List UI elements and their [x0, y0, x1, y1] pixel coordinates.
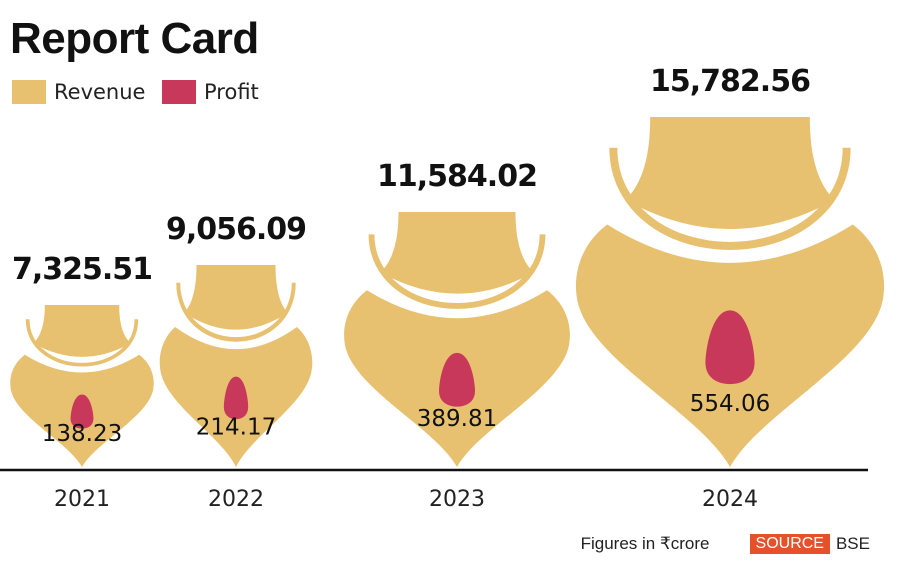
necklace-collar: [609, 147, 851, 250]
profit-drop-2021: [70, 394, 94, 429]
legend-profit: Profit: [162, 80, 259, 104]
profit-drop-2022: [223, 376, 249, 420]
necklace-neck: [184, 265, 288, 330]
chart-title: Report Card: [10, 14, 259, 63]
necklace-collar: [176, 282, 296, 342]
revenue-label-2024: 15,782.56: [650, 64, 810, 99]
revenue-label-2021: 7,325.51: [12, 252, 152, 287]
year-label-2022: 2022: [208, 487, 264, 512]
footer: Figures in ₹crore SOURCE BSE: [581, 534, 870, 554]
profit-swatch: [162, 80, 196, 104]
revenue-necklace-2024: [575, 117, 885, 467]
source-name: BSE: [835, 534, 870, 553]
revenue-label-2022: 9,056.09: [166, 212, 306, 247]
legend-label: Profit: [204, 80, 259, 104]
revenue-necklace-2023: [344, 212, 570, 467]
legend-revenue: Revenue: [12, 80, 145, 104]
revenue-necklace-2022: [159, 265, 313, 467]
revenue-necklace-2021: [10, 305, 154, 467]
profit-label-2024: 554.06: [690, 391, 770, 417]
profit-label-2022: 214.17: [196, 415, 276, 441]
revenue-label-2023: 11,584.02: [377, 159, 537, 194]
profit-label-2023: 389.81: [417, 406, 497, 432]
units-note: Figures in ₹crore: [580, 534, 710, 553]
year-label-2021: 2021: [54, 487, 110, 512]
profit-drop-2023: [439, 352, 475, 407]
year-label-2023: 2023: [429, 487, 485, 512]
necklace-collar: [25, 319, 139, 367]
year-label-2024: 2024: [702, 487, 758, 512]
necklace-collar: [368, 234, 546, 309]
source-label: SOURCE: [749, 534, 830, 554]
profit-label-2021: 138.23: [42, 421, 122, 447]
profit-drop-2024: [705, 310, 755, 385]
legend-label: Revenue: [54, 80, 146, 104]
necklace-neck: [380, 212, 534, 294]
necklace-neck: [33, 305, 131, 357]
necklace-neck: [625, 117, 835, 230]
revenue-swatch: [12, 80, 46, 104]
